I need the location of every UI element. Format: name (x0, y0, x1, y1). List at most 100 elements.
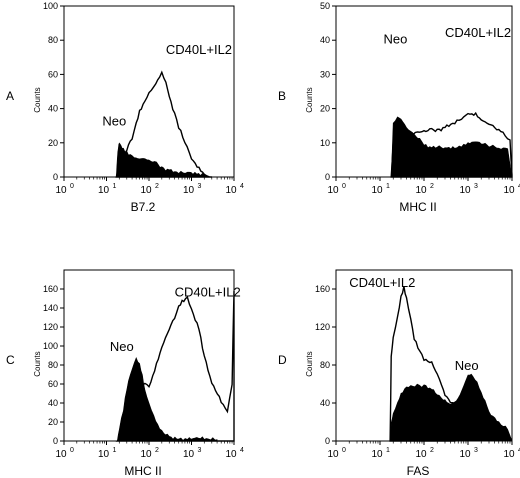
y-axis-label: Counts (33, 87, 42, 112)
x-axis-label: B7.2 (131, 200, 156, 214)
panel-letter: C (6, 353, 15, 367)
annotation-label: Neo (383, 32, 407, 47)
y-tick-label: 100 (43, 341, 58, 351)
y-tick-label: 80 (48, 360, 58, 370)
y-tick-label: 30 (320, 69, 330, 79)
x-tick-label: 10 (225, 185, 237, 196)
series-neo-histogram (390, 116, 513, 178)
y-tick-label: 140 (43, 303, 58, 313)
y-tick-label: 160 (315, 284, 330, 294)
series-cd40l-il2-histogram (390, 111, 513, 178)
y-tick-label: 100 (43, 1, 58, 11)
y-tick-label: 40 (320, 398, 330, 408)
x-tick-label: 10 (327, 449, 339, 460)
x-axis-label: FAS (407, 464, 430, 478)
y-tick-label: 0 (53, 172, 58, 182)
annotation-label: Neo (110, 339, 134, 354)
x-tick-label: 10 (55, 449, 67, 460)
y-tick-label: 20 (48, 417, 58, 427)
annotation-label: CD40L+IL2 (175, 285, 241, 300)
x-tick-label: 10 (140, 449, 152, 460)
y-tick-label: 60 (48, 69, 58, 79)
x-tick-label: 10 (415, 185, 427, 196)
panel-letter: B (278, 89, 286, 103)
x-tick-exponent: 0 (342, 447, 346, 454)
y-axis-label: Counts (33, 351, 42, 376)
y-tick-label: 50 (320, 1, 330, 11)
x-tick-label: 10 (183, 449, 195, 460)
y-tick-label: 40 (320, 35, 330, 45)
x-tick-exponent: 1 (386, 183, 390, 190)
series-neo-histogram (116, 356, 218, 442)
x-axis-label: MHC II (124, 464, 161, 478)
annotation-label: CD40L+IL2 (349, 275, 415, 290)
y-tick-label: 80 (48, 35, 58, 45)
y-tick-label: 120 (315, 322, 330, 332)
y-tick-label: 0 (53, 436, 58, 446)
annotation-label: Neo (455, 358, 479, 373)
plot-frame (63, 5, 235, 178)
x-tick-exponent: 4 (518, 447, 520, 454)
x-tick-label: 10 (140, 185, 152, 196)
x-tick-label: 10 (503, 449, 515, 460)
x-tick-exponent: 3 (198, 183, 202, 190)
y-tick-label: 10 (320, 138, 330, 148)
annotation-label: CD40L+IL2 (166, 42, 232, 57)
x-tick-exponent: 0 (70, 183, 74, 190)
panel-letter: A (6, 89, 14, 103)
x-tick-label: 10 (371, 449, 383, 460)
x-tick-label: 10 (327, 185, 339, 196)
y-tick-label: 120 (43, 322, 58, 332)
y-tick-label: 20 (320, 104, 330, 114)
series-cd40l-il2-histogram (115, 290, 235, 442)
x-tick-label: 10 (459, 449, 471, 460)
x-tick-exponent: 2 (155, 447, 159, 454)
x-tick-label: 10 (459, 185, 471, 196)
y-tick-label: 0 (325, 172, 330, 182)
y-tick-label: 40 (48, 104, 58, 114)
x-tick-label: 10 (225, 449, 237, 460)
x-tick-label: 10 (503, 185, 515, 196)
y-axis-label: Counts (305, 87, 314, 112)
x-tick-label: 10 (55, 185, 67, 196)
series-neo-histogram (115, 142, 213, 178)
x-tick-exponent: 1 (113, 447, 117, 454)
y-tick-label: 160 (43, 284, 58, 294)
x-tick-exponent: 1 (386, 447, 390, 454)
x-tick-exponent: 4 (240, 183, 244, 190)
x-tick-label: 10 (98, 185, 110, 196)
series-neo-histogram (389, 373, 513, 442)
y-tick-label: 80 (320, 360, 330, 370)
x-tick-exponent: 3 (474, 183, 478, 190)
x-tick-exponent: 0 (342, 183, 346, 190)
x-tick-exponent: 0 (70, 447, 74, 454)
x-tick-label: 10 (371, 185, 383, 196)
annotation-label: Neo (102, 114, 126, 129)
x-tick-exponent: 1 (113, 183, 117, 190)
y-axis-label: Counts (305, 351, 314, 376)
y-tick-label: 60 (48, 379, 58, 389)
x-tick-label: 10 (183, 185, 195, 196)
x-tick-exponent: 4 (240, 447, 244, 454)
x-tick-exponent: 2 (430, 447, 434, 454)
series-cd40l-il2-histogram (389, 286, 456, 442)
panel-letter: D (278, 353, 287, 367)
x-tick-exponent: 3 (198, 447, 202, 454)
x-tick-exponent: 4 (518, 183, 520, 190)
x-tick-label: 10 (415, 449, 427, 460)
x-axis-label: MHC II (399, 200, 436, 214)
x-tick-exponent: 2 (430, 183, 434, 190)
y-tick-label: 40 (48, 398, 58, 408)
x-tick-exponent: 3 (474, 447, 478, 454)
y-tick-label: 20 (48, 138, 58, 148)
series-cd40l-il2-histogram (115, 70, 212, 178)
x-tick-label: 10 (98, 449, 110, 460)
x-tick-exponent: 2 (155, 183, 159, 190)
y-tick-label: 0 (325, 436, 330, 446)
annotation-label: CD40L+IL2 (445, 25, 511, 40)
